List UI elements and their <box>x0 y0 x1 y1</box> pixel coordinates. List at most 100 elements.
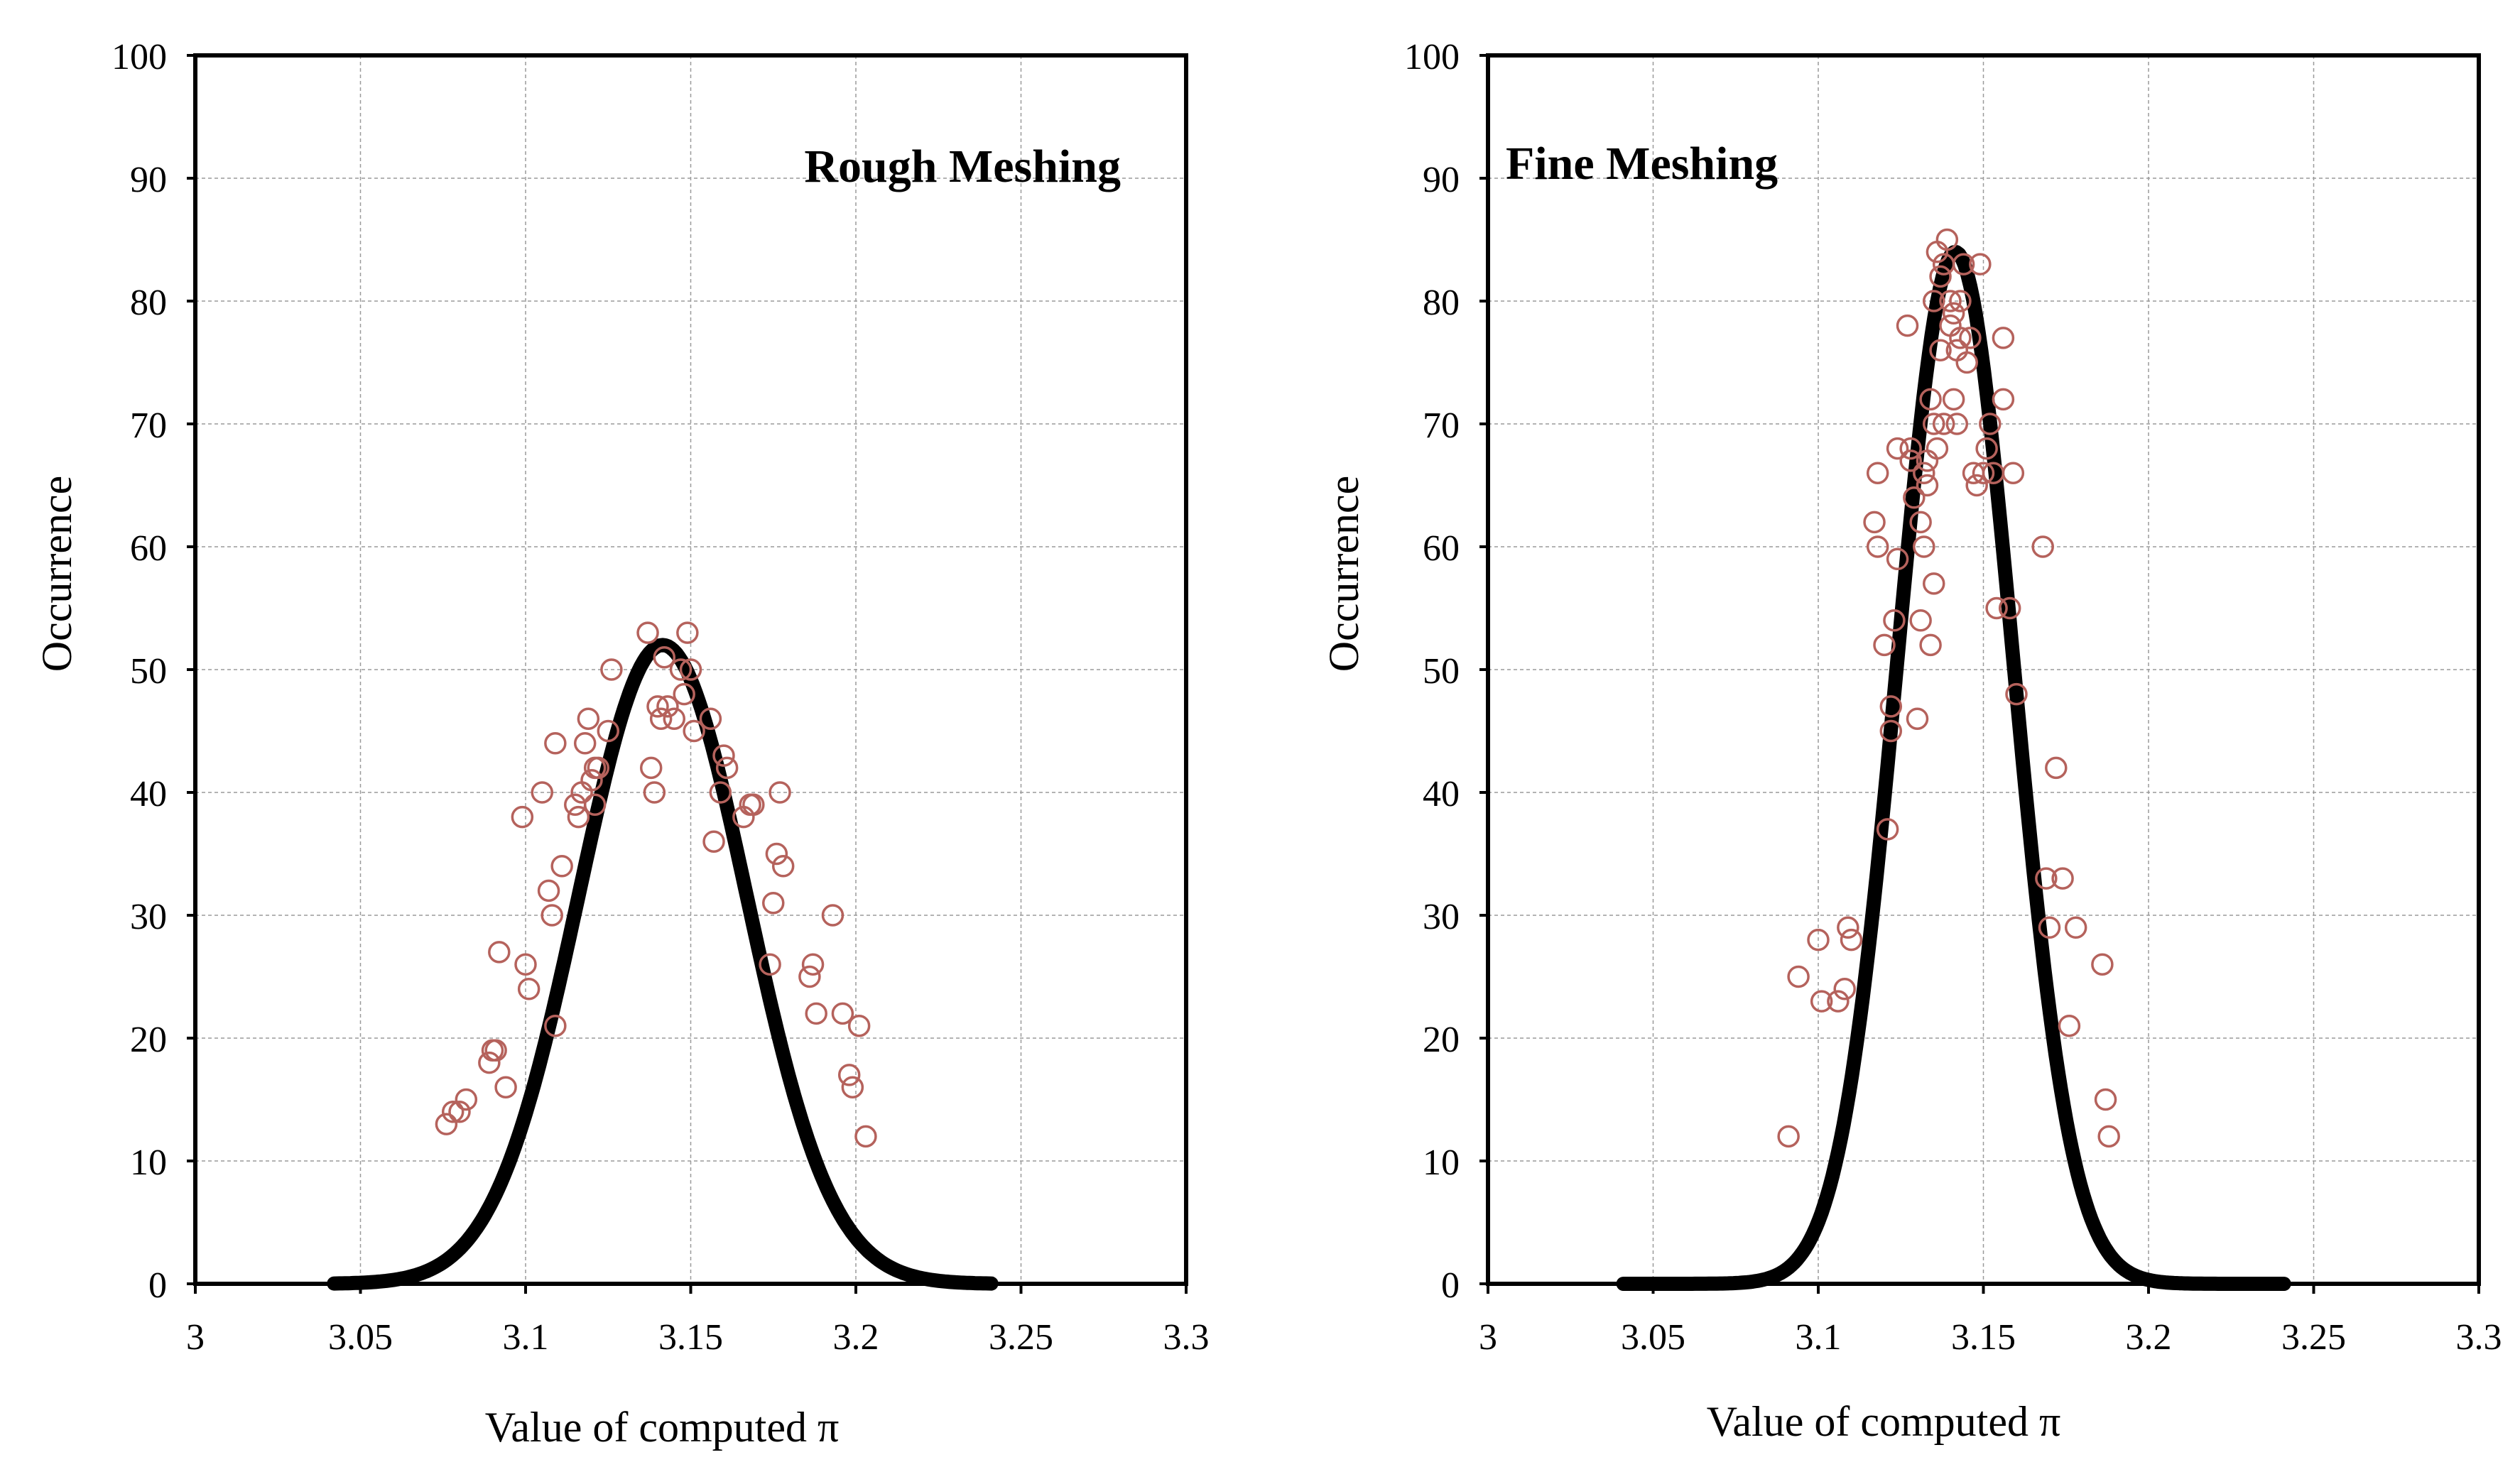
rough-data-point <box>765 842 788 866</box>
fine-data-point <box>1998 596 2021 620</box>
rough-x-tick-label: 3 <box>186 1317 205 1358</box>
rough-meshing-chart: 0 10 20 30 40 50 60 70 80 90 100 3 3.05 3.1 3.15 3.2 3.2… <box>33 37 1210 1451</box>
fine-data-point <box>1992 388 2015 411</box>
fine-x-tick-label: 3.2 <box>2126 1317 2172 1358</box>
rough-x-tick-label: 3.3 <box>1163 1317 1210 1358</box>
rough-data-point <box>673 682 695 706</box>
rough-data-point <box>511 805 534 829</box>
rough-data-point <box>441 1101 465 1123</box>
fine-y-tick-label: 60 <box>1423 528 1460 569</box>
fine-data-point <box>1952 253 1975 276</box>
fine-data-point <box>2045 756 2068 780</box>
fine-data-point <box>1919 388 1942 411</box>
fine-data-point <box>1827 990 1850 1013</box>
rough-data-point <box>831 1002 854 1025</box>
fine-data-point <box>1923 290 1945 312</box>
fine-y-tick-label: 50 <box>1423 651 1460 692</box>
rough-y-tick-label: 100 <box>112 37 167 77</box>
rough-data-point <box>567 805 590 829</box>
rough-data-point <box>805 1002 827 1025</box>
fine-y-tick-label: 10 <box>1423 1142 1460 1183</box>
fine-x-tick-label: 3.3 <box>2456 1317 2502 1358</box>
fine-data-point <box>1923 413 1945 435</box>
rough-data-point <box>759 953 781 976</box>
rough-y-tick-label: 50 <box>130 651 167 692</box>
rough-data-point <box>837 1064 861 1086</box>
rough-data-point <box>712 744 735 767</box>
fine-data-point <box>1959 327 1982 349</box>
fine-data-point <box>1945 413 1969 435</box>
fine-data-point <box>1942 388 1965 411</box>
fine-data-point <box>2091 953 2114 976</box>
rough-data-point <box>643 781 666 804</box>
rough-data-point <box>577 707 600 730</box>
rough-data-point <box>847 1014 871 1037</box>
fine-data-point <box>1923 572 1945 595</box>
fine-data-point <box>1949 290 1972 312</box>
fine-data-point <box>1975 437 1998 460</box>
rough-data-point <box>573 732 597 755</box>
fine-data-point <box>1965 474 1988 497</box>
fine-y-tick-label: 100 <box>1404 37 1460 77</box>
fine-data-point <box>1863 511 1886 534</box>
fine-data-point <box>1833 978 1856 1000</box>
rough-data-point <box>702 830 725 853</box>
rough-data-point <box>679 658 702 681</box>
rough-data-point <box>531 781 553 804</box>
rough-data-point <box>709 781 732 804</box>
rough-data-point <box>435 1113 458 1135</box>
rough-data-point <box>653 645 676 669</box>
fine-y-tick-label: 80 <box>1423 283 1460 323</box>
rough-axis-ticks: 0 10 20 30 40 50 60 70 80 90 100 3 3.05 3.1 3.15 3.2 3.2… <box>112 37 1210 1358</box>
rough-data-point <box>494 1076 517 1098</box>
fine-data-point <box>2097 1125 2120 1148</box>
fine-scatter-points <box>1777 228 2120 1148</box>
rough-data-point <box>544 1014 567 1037</box>
rough-y-tick-label: 90 <box>130 160 167 200</box>
rough-y-axis-label: Occurrence <box>33 476 80 672</box>
fine-data-point <box>1929 265 1952 288</box>
fine-data-point <box>1896 314 1919 337</box>
fine-data-point <box>2051 867 2074 890</box>
fine-gaussian-curve-layer <box>1616 245 2291 1291</box>
fine-data-point <box>1906 707 1929 730</box>
rough-y-tick-label: 0 <box>148 1265 167 1306</box>
rough-data-point <box>600 658 623 681</box>
fine-data-point <box>1787 965 1810 988</box>
fine-x-tick-label: 3.1 <box>1796 1317 1842 1358</box>
fine-data-point <box>2094 1088 2117 1111</box>
fine-data-point <box>1886 437 1909 460</box>
fine-y-axis-label: Occurrence <box>1320 476 1367 672</box>
fine-axis-ticks: 0 10 20 30 40 50 60 70 80 90 100 3 3.05 3.1 3.15 3.2 3.2… <box>1404 37 2502 1358</box>
fine-y-tick-label: 40 <box>1423 774 1460 814</box>
fine-data-point <box>2064 916 2087 939</box>
fine-data-point <box>1969 253 1992 276</box>
rough-data-point <box>514 953 537 976</box>
fine-data-point <box>1866 535 1889 558</box>
rough-data-point <box>715 756 739 780</box>
rough-y-tick-label: 30 <box>130 897 167 937</box>
fine-gaussian-curve <box>1616 245 2291 1291</box>
rough-data-point <box>583 793 607 817</box>
fine-data-point <box>2002 462 2025 484</box>
rough-x-tick-label: 3.15 <box>658 1317 723 1358</box>
fine-data-point <box>2058 1014 2081 1037</box>
fine-data-point <box>1926 437 1949 460</box>
fine-data-point <box>1899 449 1922 472</box>
fine-data-point <box>1909 511 1932 534</box>
rough-data-point <box>699 707 722 730</box>
rough-data-point <box>484 1039 507 1062</box>
rough-data-point <box>597 719 619 743</box>
fine-y-tick-label: 20 <box>1423 1020 1460 1060</box>
rough-data-point <box>550 855 573 878</box>
fine-data-point <box>1939 290 1962 312</box>
rough-y-tick-label: 10 <box>130 1142 167 1183</box>
fine-data-point <box>1876 818 1899 841</box>
fine-data-point <box>1840 928 1863 951</box>
fine-grid <box>1487 55 2480 1285</box>
rough-y-tick-label: 70 <box>130 405 167 446</box>
fine-data-point <box>1879 695 1903 718</box>
fine-data-point <box>1903 486 1926 509</box>
fine-data-point <box>1899 437 1922 460</box>
